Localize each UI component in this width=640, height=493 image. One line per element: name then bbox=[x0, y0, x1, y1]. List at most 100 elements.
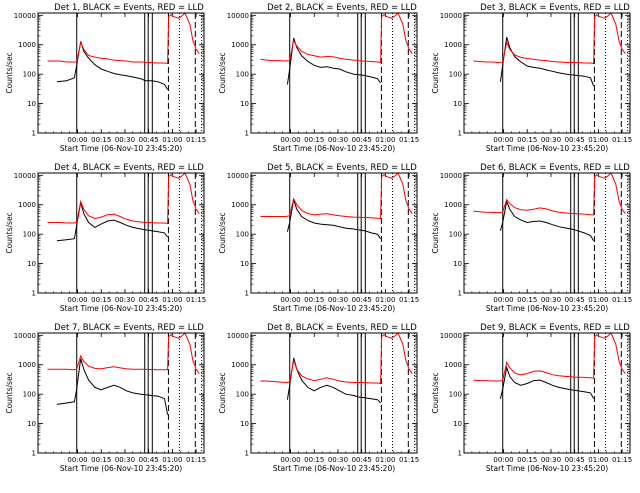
x-tick-label: 00:45 bbox=[352, 456, 372, 464]
x-tick-label: 00:00 bbox=[280, 136, 300, 144]
x-tick-label: 01:15 bbox=[612, 136, 632, 144]
plot-frame bbox=[463, 332, 631, 454]
y-tick-label: 10 bbox=[27, 420, 36, 428]
detector-panel-2: 1 10 100 1000 10000 00:00 00:15 00:30 00:45 01:00… bbox=[218, 3, 419, 153]
y-tick-label: 100 bbox=[236, 231, 249, 239]
panel-title: Det 6, BLACK = Events, RED = LLD bbox=[480, 163, 630, 173]
panel-title: Det 3, BLACK = Events, RED = LLD bbox=[480, 3, 630, 13]
x-tick-label: 00:45 bbox=[565, 456, 585, 464]
x-tick-label: 00:30 bbox=[328, 136, 348, 144]
y-tick-label: 1 bbox=[32, 450, 36, 458]
y-axis-label: Counts/sec bbox=[218, 212, 227, 253]
y-tick-label: 1000 bbox=[444, 201, 462, 209]
x-tick-label: 00:30 bbox=[115, 456, 135, 464]
x-tick-label: 00:15 bbox=[304, 456, 324, 464]
x-axis-label: Start Time (06-Nov-10 23:45:20) bbox=[486, 144, 608, 153]
panel-title: Det 4, BLACK = Events, RED = LLD bbox=[54, 163, 204, 173]
x-tick-label: 01:00 bbox=[588, 296, 608, 304]
x-tick-label: 00:45 bbox=[565, 296, 585, 304]
x-tick-label: 01:00 bbox=[375, 136, 395, 144]
y-tick-label: 10000 bbox=[440, 12, 462, 20]
lld-series-line bbox=[47, 12, 200, 65]
x-tick-label: 00:45 bbox=[139, 136, 159, 144]
y-tick-label: 10 bbox=[453, 420, 462, 428]
x-axis-label: Start Time (06-Nov-10 23:45:20) bbox=[273, 144, 395, 153]
y-tick-label: 10000 bbox=[14, 172, 36, 180]
y-axis-label: Counts/sec bbox=[5, 52, 14, 93]
lld-series-line bbox=[260, 172, 413, 220]
lld-series-line bbox=[260, 332, 413, 385]
detector-panel-8: 1 10 100 1000 10000 00:00 00:15 00:30 00:45 01:00… bbox=[218, 323, 419, 473]
detector-panel-1: 1 10 100 1000 10000 00:00 00:15 00:30 00:45 01:00… bbox=[5, 3, 206, 153]
lld-series-line bbox=[473, 172, 626, 216]
x-tick-label: 01:15 bbox=[399, 296, 419, 304]
lld-series-line bbox=[260, 12, 413, 64]
y-axis-label: Counts/sec bbox=[431, 372, 440, 413]
plot-frame bbox=[463, 12, 631, 134]
events-series-line bbox=[286, 199, 382, 239]
plot-frame bbox=[250, 332, 418, 454]
x-tick-label: 00:15 bbox=[91, 136, 111, 144]
plot-frame bbox=[37, 12, 205, 134]
x-axis-label: Start Time (06-Nov-10 23:45:20) bbox=[273, 464, 395, 473]
x-tick-label: 01:00 bbox=[162, 456, 182, 464]
y-axis-label: Counts/sec bbox=[218, 52, 227, 93]
detector-panel-4: 1 10 100 1000 10000 00:00 00:15 00:30 00:45 01:00… bbox=[5, 163, 206, 313]
panel-title: Det 8, BLACK = Events, RED = LLD bbox=[267, 323, 417, 333]
x-tick-label: 00:30 bbox=[328, 296, 348, 304]
x-tick-label: 01:00 bbox=[375, 456, 395, 464]
y-tick-label: 100 bbox=[236, 391, 249, 399]
y-tick-label: 1000 bbox=[231, 201, 249, 209]
x-tick-label: 01:15 bbox=[399, 456, 419, 464]
y-tick-label: 100 bbox=[23, 71, 36, 79]
y-tick-label: 10000 bbox=[227, 12, 249, 20]
y-axis-label: Counts/sec bbox=[431, 212, 440, 253]
y-tick-label: 10 bbox=[453, 260, 462, 268]
y-tick-label: 1 bbox=[32, 290, 36, 298]
y-tick-label: 1 bbox=[245, 290, 249, 298]
x-tick-label: 00:15 bbox=[517, 456, 537, 464]
y-tick-label: 10 bbox=[240, 420, 249, 428]
x-tick-label: 00:00 bbox=[280, 296, 300, 304]
x-tick-label: 00:00 bbox=[280, 456, 300, 464]
y-tick-label: 100 bbox=[23, 231, 36, 239]
y-tick-label: 10000 bbox=[227, 172, 249, 180]
y-tick-label: 10000 bbox=[227, 332, 249, 340]
y-tick-label: 1000 bbox=[231, 361, 249, 369]
x-tick-label: 01:00 bbox=[588, 456, 608, 464]
events-series-line bbox=[499, 37, 595, 87]
y-tick-label: 10000 bbox=[440, 332, 462, 340]
x-tick-label: 01:00 bbox=[375, 296, 395, 304]
x-tick-label: 00:45 bbox=[565, 136, 585, 144]
x-tick-label: 01:00 bbox=[162, 136, 182, 144]
y-tick-label: 1000 bbox=[444, 361, 462, 369]
y-tick-label: 1000 bbox=[18, 41, 36, 49]
y-tick-label: 1000 bbox=[231, 41, 249, 49]
x-tick-label: 00:45 bbox=[352, 136, 372, 144]
x-tick-label: 01:15 bbox=[186, 456, 206, 464]
y-tick-label: 1 bbox=[458, 450, 462, 458]
x-tick-label: 00:00 bbox=[67, 136, 87, 144]
y-tick-label: 10 bbox=[27, 260, 36, 268]
y-axis-label: Counts/sec bbox=[5, 212, 14, 253]
panel-title: Det 9, BLACK = Events, RED = LLD bbox=[480, 323, 630, 333]
events-series-line bbox=[499, 199, 595, 241]
lld-series-line bbox=[47, 332, 200, 374]
x-tick-label: 01:15 bbox=[186, 296, 206, 304]
x-tick-label: 00:00 bbox=[493, 456, 513, 464]
x-tick-label: 01:15 bbox=[186, 136, 206, 144]
plot-frame bbox=[250, 172, 418, 294]
detector-panel-7: 1 10 100 1000 10000 00:00 00:15 00:30 00:45 01:00… bbox=[5, 323, 206, 473]
y-tick-label: 10 bbox=[240, 100, 249, 108]
x-tick-label: 00:00 bbox=[67, 296, 87, 304]
x-tick-label: 00:15 bbox=[304, 136, 324, 144]
x-axis-label: Start Time (06-Nov-10 23:45:20) bbox=[273, 304, 395, 313]
x-tick-label: 00:45 bbox=[352, 296, 372, 304]
x-tick-label: 00:15 bbox=[517, 136, 537, 144]
y-tick-label: 10000 bbox=[440, 172, 462, 180]
x-tick-label: 00:00 bbox=[493, 136, 513, 144]
panel-title: Det 2, BLACK = Events, RED = LLD bbox=[267, 3, 417, 13]
y-tick-label: 1 bbox=[245, 130, 249, 138]
detector-panel-5: 1 10 100 1000 10000 00:00 00:15 00:30 00:45 01:00… bbox=[218, 163, 419, 313]
x-tick-label: 01:00 bbox=[588, 136, 608, 144]
